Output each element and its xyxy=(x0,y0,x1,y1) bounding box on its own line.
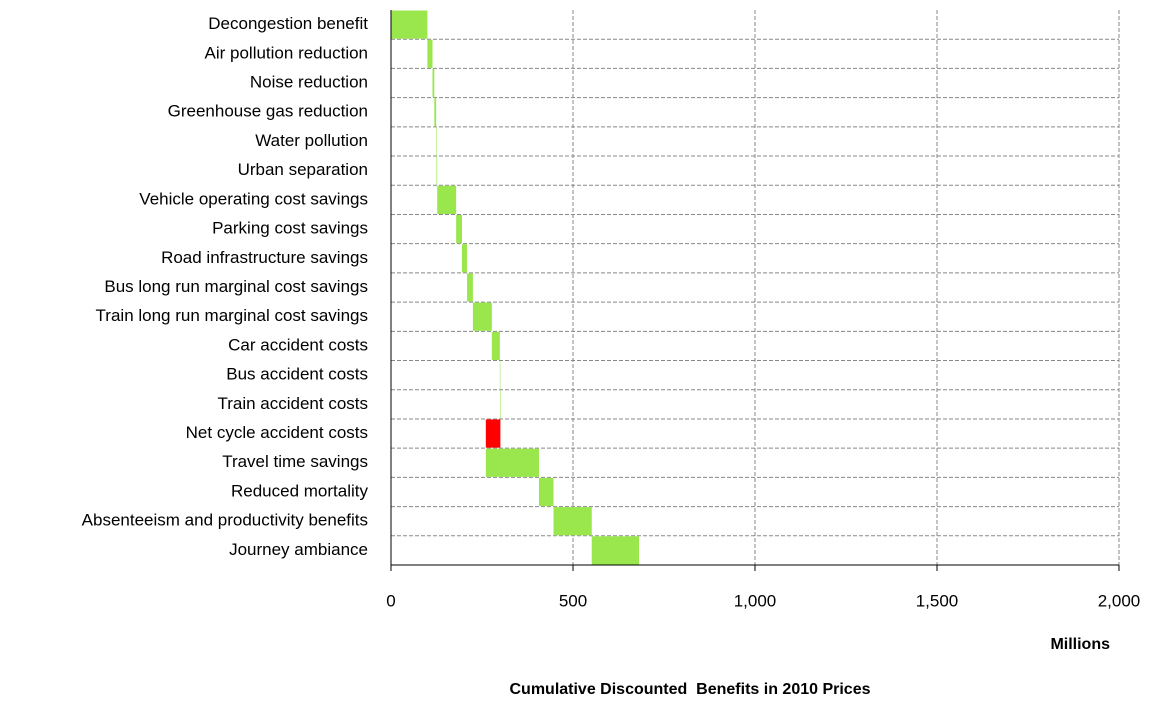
bar xyxy=(472,302,492,331)
bar xyxy=(432,68,435,98)
bar xyxy=(591,536,640,565)
bar xyxy=(553,507,592,536)
y-tick-label: Travel time savings xyxy=(222,452,368,471)
bar xyxy=(461,244,468,273)
y-tick-label: Noise reduction xyxy=(250,73,368,92)
y-tick-label: Train long run marginal cost savings xyxy=(96,306,368,325)
bar xyxy=(436,127,437,156)
bar xyxy=(491,331,500,361)
bar xyxy=(427,39,433,68)
x-tick-label: 500 xyxy=(559,591,587,610)
y-tick-label: Net cycle accident costs xyxy=(186,423,368,442)
y-tick-label: Air pollution reduction xyxy=(205,43,368,62)
bar xyxy=(391,10,428,39)
y-tick-label: Decongestion benefit xyxy=(208,14,368,33)
bar xyxy=(437,185,457,214)
y-tick-label: Vehicle operating cost savings xyxy=(139,189,368,208)
y-tick-label: Water pollution xyxy=(255,131,368,150)
bar xyxy=(467,273,473,302)
y-tick-label: Greenhouse gas reduction xyxy=(168,102,368,121)
bar xyxy=(499,361,501,390)
y-tick-label: Journey ambiance xyxy=(229,540,368,559)
x-tick-label: 0 xyxy=(386,591,395,610)
y-tick-label: Urban separation xyxy=(238,160,368,179)
y-tick-label: Bus long run marginal cost savings xyxy=(104,277,368,296)
x-tick-label: 1,500 xyxy=(916,591,959,610)
x-tick-label: 2,000 xyxy=(1098,591,1141,610)
bar xyxy=(500,390,501,419)
y-tick-label: Road infrastructure savings xyxy=(161,248,368,267)
bar xyxy=(485,448,539,477)
bar xyxy=(434,98,437,127)
y-tick-label: Car accident costs xyxy=(228,335,368,354)
bar xyxy=(485,419,501,448)
y-tick-label: Bus accident costs xyxy=(226,365,368,384)
y-tick-label: Parking cost savings xyxy=(212,219,368,238)
x-tick-label: 1,000 xyxy=(734,591,777,610)
x-axis-label: Millions xyxy=(1050,636,1110,653)
bar xyxy=(456,214,462,244)
bar xyxy=(538,477,554,507)
y-tick-label: Train accident costs xyxy=(217,394,368,413)
y-tick-label: Absenteeism and productivity benefits xyxy=(82,511,368,530)
chart-title: Cumulative Discounted Benefits in 2010 P… xyxy=(509,681,870,698)
y-tick-label: Reduced mortality xyxy=(231,481,369,500)
bar xyxy=(436,156,438,185)
